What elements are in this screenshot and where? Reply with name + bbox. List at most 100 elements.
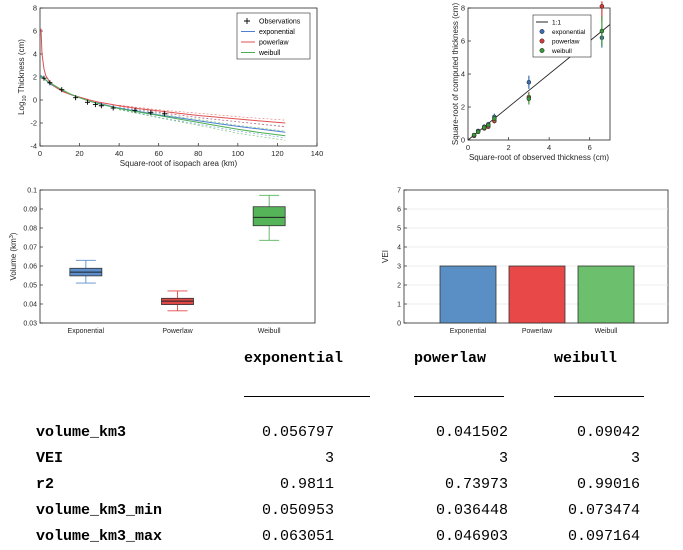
x-tick-label: 4	[547, 143, 551, 152]
header-underline	[554, 396, 644, 397]
x-tick-label: Weibull	[595, 328, 618, 335]
vei-bar	[439, 265, 497, 324]
x-tick-label: 120	[271, 149, 284, 158]
weibull-point	[486, 122, 491, 128]
confidence-bound-line	[119, 106, 286, 128]
x-tick-label: 60	[155, 149, 163, 158]
legend-label: weibull	[551, 48, 572, 55]
y-tick-label: 5	[397, 226, 401, 233]
legend-label: powerlaw	[552, 39, 580, 46]
x-tick-label: 0	[466, 143, 470, 152]
row-label: volume_km3	[36, 424, 127, 441]
y-tick-label: 0.1	[27, 188, 37, 195]
column-header: powerlaw	[414, 350, 487, 367]
y-tick-label: 2	[397, 283, 401, 290]
legend-marker	[539, 38, 545, 44]
legend-marker-observations	[244, 18, 250, 24]
y-tick-label: 0.06	[23, 264, 37, 271]
y-tick-label: 0.09	[23, 207, 37, 214]
y-tick-label: 3	[397, 264, 401, 271]
y-tick-label: 6	[33, 27, 37, 36]
y-tick-label: 2	[461, 103, 465, 112]
x-tick-label: 2	[506, 143, 510, 152]
box-iqr	[252, 206, 286, 227]
powerlaw-point	[599, 4, 605, 9]
x-tick-label: 100	[232, 149, 245, 158]
x-tick-label: Exponential	[68, 328, 105, 335]
observation-marker	[92, 102, 98, 108]
y-tick-label: -4	[30, 142, 37, 151]
powerlaw-curve	[40, 28, 286, 124]
y-tick-label: 8	[33, 4, 37, 13]
table-cell: 3	[630, 450, 640, 467]
y-tick-label: 0.04	[23, 302, 37, 309]
y-axis-label: VEI	[381, 250, 390, 263]
y-axis-label: Log10 Thickness (cm)	[17, 39, 28, 115]
y-tick-label: 0	[397, 321, 401, 328]
x-tick-label: 140	[311, 149, 324, 158]
x-tick-label: Exponential	[450, 328, 487, 335]
weibull-point	[492, 116, 497, 121]
row-label: VEI	[36, 450, 64, 467]
table-cell: 0.063051	[261, 528, 334, 545]
legend-label: powerlaw	[259, 40, 290, 47]
y-tick-label: 0.03	[23, 321, 37, 328]
vei-bar	[577, 265, 635, 324]
header-underline	[414, 396, 504, 397]
observation-marker	[73, 95, 79, 101]
y-tick-label: 8	[461, 4, 465, 13]
y-tick-label: 0	[461, 136, 465, 145]
legend-marker	[539, 29, 545, 34]
observation-marker	[148, 110, 154, 116]
y-tick-label: 0.07	[23, 245, 37, 252]
legend-label: 1:1	[552, 20, 561, 27]
table-cell: 0.73973	[444, 476, 508, 493]
y-tick-label: 6	[461, 37, 465, 46]
legend-label: exponential	[259, 29, 295, 36]
x-tick-label: Weibull	[258, 328, 281, 335]
row-label: r2	[36, 476, 55, 493]
observation-marker	[110, 105, 116, 111]
table-cell: 3	[498, 450, 508, 467]
row-label: volume_km3_max	[36, 528, 163, 545]
y-tick-label: 4	[33, 50, 37, 59]
observation-marker	[59, 87, 65, 93]
confidence-bound-line	[119, 107, 286, 132]
x-tick-label: 6	[588, 143, 592, 152]
observation-marker	[47, 80, 53, 86]
column-header: exponential	[244, 350, 344, 367]
y-tick-label: 0.05	[23, 283, 37, 290]
legend-label: Observations	[259, 19, 301, 26]
table-cell: 0.09042	[576, 424, 640, 441]
vei-bar	[508, 265, 566, 324]
observation-marker	[98, 103, 104, 109]
y-tick-label: 0	[33, 96, 37, 105]
y-tick-label: 4	[461, 70, 465, 79]
table-cell: 3	[324, 450, 334, 467]
y-tick-label: 2	[33, 73, 37, 82]
confidence-bound-line	[119, 108, 286, 139]
weibull-point	[599, 28, 605, 34]
results-table: exponential powerlaw weibull volume_km3 0…	[0, 344, 683, 550]
legend-marker	[539, 48, 545, 53]
table-cell: 0.056797	[261, 424, 334, 441]
y-tick-label: 7	[397, 188, 401, 195]
table-cell: 0.046903	[435, 528, 508, 545]
table-cell: 0.99016	[576, 476, 640, 493]
table-cell: 0.036448	[435, 502, 508, 519]
legend-label: weibull	[258, 50, 281, 57]
row-label: volume_km3_min	[36, 502, 163, 519]
observation-marker	[162, 111, 168, 117]
weibull-curve	[39, 75, 286, 137]
table-cell: 0.9811	[279, 476, 334, 493]
weibull-point	[475, 129, 481, 134]
weibull-point	[526, 96, 532, 101]
x-axis-label: Square-root of observed thickness (cm)	[469, 153, 609, 162]
confidence-bound-line	[119, 109, 286, 141]
x-axis-label: Square-root of isopach area (km)	[120, 159, 238, 168]
column-header: weibull	[554, 350, 618, 367]
legend-label: exponential	[552, 29, 586, 36]
x-tick-label: 20	[75, 149, 83, 158]
table-cell: 0.050953	[261, 502, 334, 519]
y-tick-label: 0.08	[23, 226, 37, 233]
